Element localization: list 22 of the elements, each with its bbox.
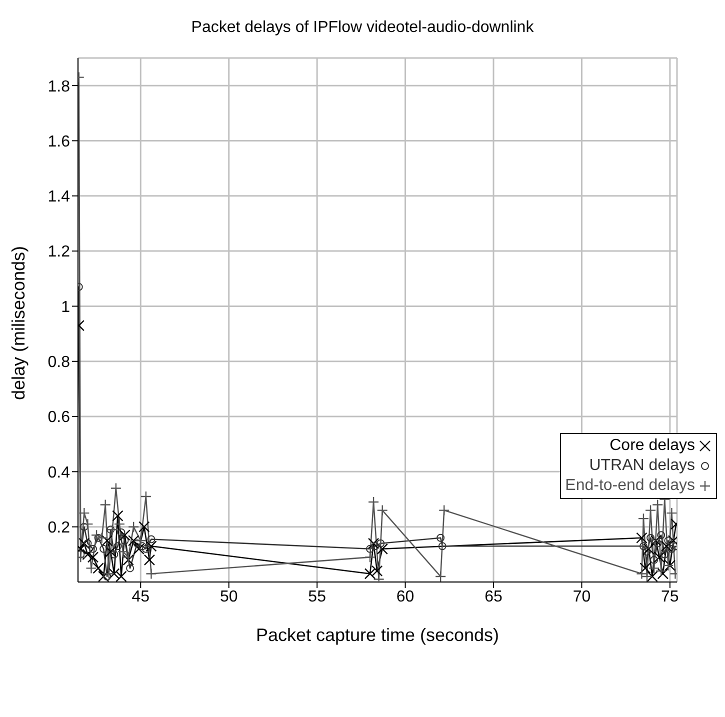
legend-label: UTRAN delays	[589, 456, 695, 476]
y-tick-label: 0.8	[48, 354, 70, 372]
y-tick-label: 1	[61, 298, 70, 316]
x-tick-label: 55	[308, 588, 326, 606]
y-tick-label: 1.2	[48, 244, 70, 261]
y-tick-label: 0.6	[48, 409, 70, 426]
chart-title: Packet delays of IPFlow videotel-audio-downlink	[190, 18, 535, 38]
legend-label: End-to-end delays	[565, 476, 695, 496]
x-tick-label: 70	[572, 588, 591, 606]
x-tick-label: 75	[661, 588, 679, 606]
y-tick-label: 1.8	[48, 78, 70, 96]
y-axis-title: delay (miliseconds)	[8, 246, 28, 400]
x-tick-label: 60	[396, 588, 414, 606]
y-tick-label: 0.4	[48, 464, 70, 482]
x-tick-label: 65	[484, 588, 503, 606]
y-tick-label: 1.4	[48, 188, 70, 206]
legend-label: Core delays	[610, 436, 695, 456]
y-tick-label: 0.2	[48, 520, 70, 537]
y-tick-label: 1.6	[48, 133, 70, 150]
x-axis-title: Packet capture time (seconds)	[256, 625, 500, 645]
x-tick-label: 50	[220, 588, 238, 606]
x-tick-label: 45	[132, 588, 150, 606]
